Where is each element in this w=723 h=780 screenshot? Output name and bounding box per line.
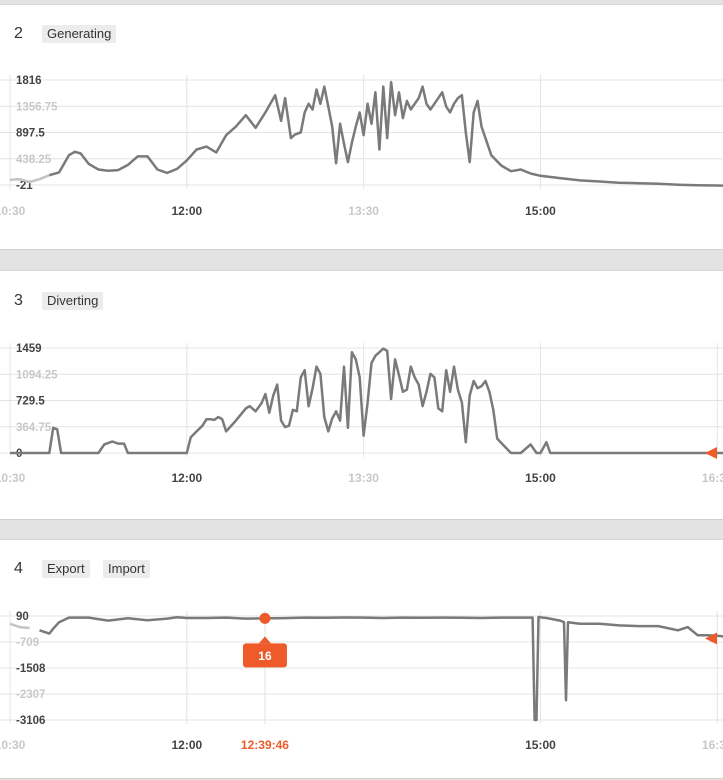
y-tick-label: 897.5 [16, 128, 45, 140]
cursor-tooltip: 16 [242, 636, 287, 668]
y-tick-label: -2307 [16, 689, 45, 701]
series-line [39, 615, 723, 722]
y-tick-label: 438.25 [16, 154, 52, 166]
y-tick-label: 729.5 [16, 396, 45, 408]
x-tick-label: 12:00 [171, 738, 202, 752]
x-tick-label: 15:00 [525, 471, 556, 485]
x-tick-label: 12:00 [171, 204, 202, 218]
chart-panel-diverting: 3 Diverting 14591094.25729.5364.75010:30… [0, 270, 723, 520]
tag-import[interactable]: Import [103, 560, 150, 578]
series-line-faded [9, 174, 50, 184]
y-tick-label: 1094.25 [16, 369, 58, 381]
tag-export[interactable]: Export [42, 560, 90, 578]
chart-panel-export-import: 4 Export Import 90 -709 -1508 -2307 -3106 10:… [0, 539, 723, 779]
y-tick-label: 364.75 [16, 422, 52, 434]
panel-header: 2 Generating [0, 25, 723, 65]
y-tick-label: 1459 [16, 343, 42, 355]
panel-header: 3 Diverting [0, 292, 723, 332]
y-tick-label: -709 [16, 637, 39, 649]
x-tick-label: 12:00 [171, 471, 202, 485]
line-chart-generating[interactable]: 18161356.75897.5438.25-2110:3012:0013:30… [0, 5, 723, 249]
panel-number: 2 [14, 25, 23, 42]
y-tick-label: 1356.75 [16, 101, 58, 113]
x-tick-label: 10:30 [0, 204, 26, 218]
panel-header: 4 Export Import [0, 560, 723, 600]
chart-panel-generating: 2 Generating 18161356.75897.5438.25-2110… [0, 4, 723, 250]
cursor-tooltip-value: 16 [258, 649, 272, 663]
x-tick-label: 10:30 [0, 471, 26, 485]
x-tick-label: 13:30 [348, 204, 379, 218]
y-tick-label: 1816 [16, 75, 42, 87]
panel-number: 4 [14, 560, 23, 577]
line-chart-diverting[interactable]: 14591094.25729.5364.75010:3012:0013:3015… [0, 271, 723, 519]
panel-number: 3 [14, 292, 23, 309]
x-tick-label: 15:00 [525, 204, 556, 218]
series-line [48, 80, 723, 187]
x-tick-label: 13:30 [348, 471, 379, 485]
line-chart-export-import[interactable]: 90 -709 -1508 -2307 -3106 10:30 12:00 12:39:46 1… [0, 540, 723, 778]
x-tick-label: 16:30 [702, 471, 723, 485]
x-tick-label: 10:30 [0, 738, 26, 752]
current-value-marker [705, 632, 717, 645]
y-tick-label: 90 [16, 611, 29, 623]
tag-generating[interactable]: Generating [42, 25, 117, 43]
current-value-marker [705, 447, 717, 459]
cursor-point[interactable] [259, 612, 271, 624]
cursor-time-label: 12:39:46 [241, 738, 289, 752]
x-tick-label: 16:30 [702, 738, 723, 752]
series-line [10, 347, 723, 455]
series-line-faded [9, 622, 30, 630]
x-tick-label: 15:00 [525, 738, 556, 752]
y-tick-label: -3106 [16, 715, 45, 727]
y-tick-label: -1508 [16, 663, 46, 675]
tag-diverting[interactable]: Diverting [42, 292, 104, 310]
